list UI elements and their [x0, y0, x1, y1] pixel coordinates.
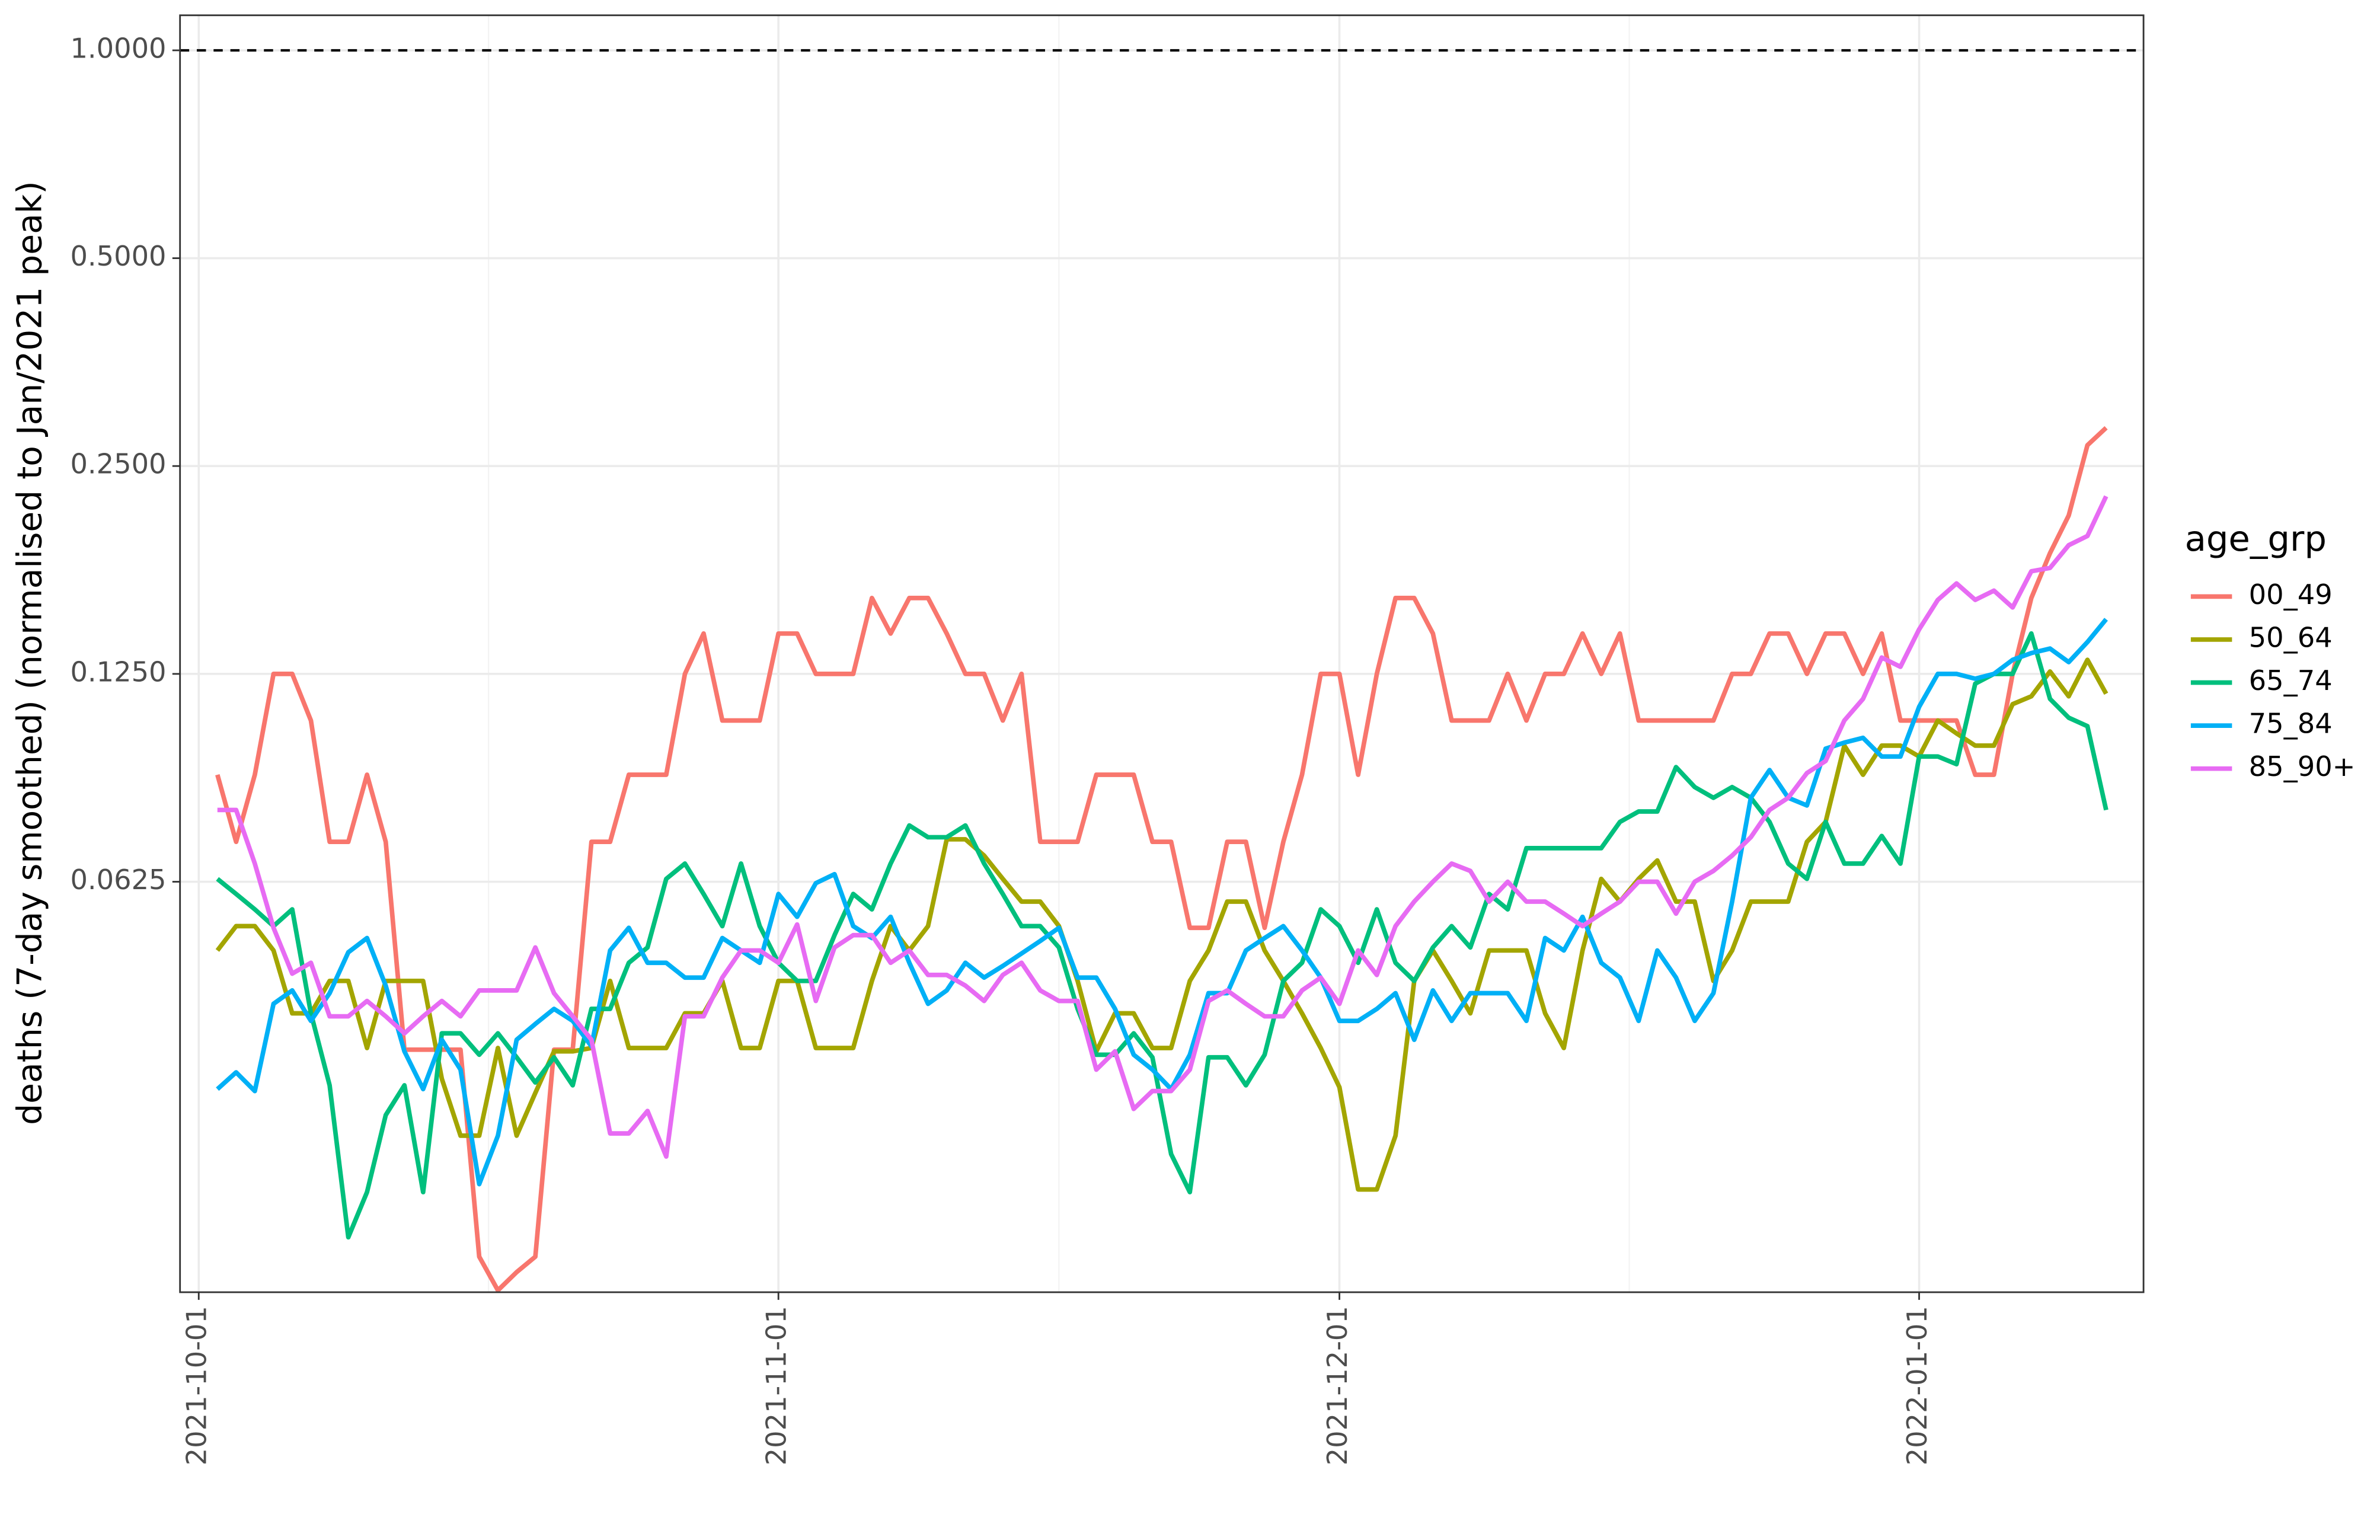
x-tick-label: 2021-12-01 — [1321, 1306, 1353, 1465]
y-tick-label: 0.5000 — [70, 240, 166, 272]
legend-title: age_grp — [2185, 518, 2327, 559]
x-tick-label: 2021-11-01 — [761, 1306, 793, 1465]
x-tick-label: 2021-10-01 — [181, 1306, 213, 1465]
panel-border — [179, 14, 2145, 1293]
x-tick-label: 2022-01-01 — [1901, 1306, 1933, 1465]
y-tick-label: 0.2500 — [70, 448, 166, 480]
y-tick-label: 0.0625 — [70, 864, 166, 896]
legend-label: 75_84 — [2249, 708, 2333, 740]
grid — [180, 15, 2144, 1292]
legend-label: 85_90+ — [2249, 750, 2356, 782]
series-line — [216, 631, 2109, 1240]
legend-label: 00_49 — [2249, 579, 2333, 611]
series-line — [216, 618, 2108, 1187]
y-axis-title: deaths (7-day smoothed) (normalised to J… — [10, 181, 49, 1124]
series-line — [215, 426, 2108, 1292]
series-line — [215, 657, 2109, 1192]
axes: 0.0625 0.1250 0.2500 0.5000 1.0000 2021-10-01… — [70, 32, 1933, 1465]
y-tick-label: 0.1250 — [70, 656, 166, 688]
series-line — [217, 495, 2109, 1159]
legend-label: 65_74 — [2249, 664, 2333, 696]
plot-area — [180, 49, 2144, 1292]
legend: 00_49 50_64 65_74 75_84 85_90+ — [2190, 579, 2356, 782]
y-tick-label: 1.0000 — [70, 32, 166, 64]
legend-label: 50_64 — [2249, 621, 2333, 653]
